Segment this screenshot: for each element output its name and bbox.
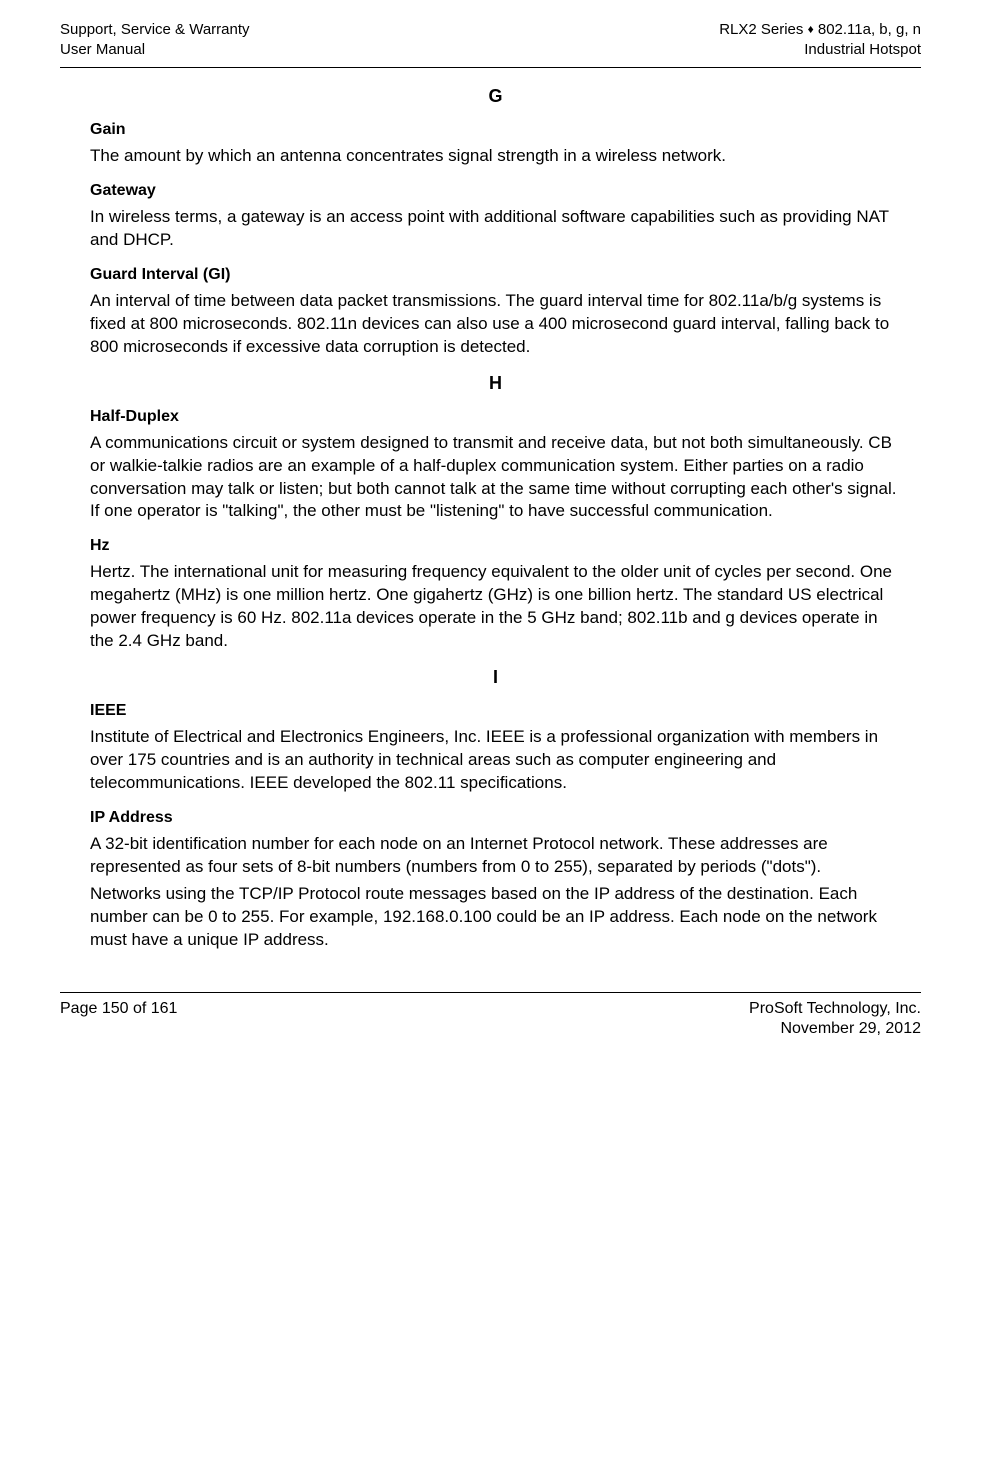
footer-date: November 29, 2012 [749, 1019, 921, 1040]
footer-page-number: Page 150 of 161 [60, 999, 177, 1041]
section-letter-i: I [90, 667, 901, 688]
header-right-line2: Industrial Hotspot [719, 40, 921, 60]
term-ip-address: IP Address [90, 809, 901, 827]
def-guard-interval: An interval of time between data packet … [90, 290, 901, 359]
header-left-line1: Support, Service & Warranty [60, 20, 250, 40]
content-area: G Gain The amount by which an antenna co… [60, 86, 921, 952]
header-standard: 802.11a, b, g, n [814, 21, 921, 38]
term-gateway: Gateway [90, 182, 901, 200]
header-right-line1: RLX2 Series ♦ 802.11a, b, g, n [719, 20, 921, 40]
section-letter-g: G [90, 86, 901, 107]
def-gateway: In wireless terms, a gateway is an acces… [90, 206, 901, 252]
header-product: RLX2 Series [719, 21, 807, 38]
header-right: RLX2 Series ♦ 802.11a, b, g, n Industria… [719, 20, 921, 59]
def-hz: Hertz. The international unit for measur… [90, 561, 901, 653]
term-hz: Hz [90, 537, 901, 555]
def-half-duplex: A communications circuit or system desig… [90, 432, 901, 524]
def-ieee: Institute of Electrical and Electronics … [90, 726, 901, 795]
footer-company: ProSoft Technology, Inc. [749, 999, 921, 1020]
page-header: Support, Service & Warranty User Manual … [60, 20, 921, 68]
term-ieee: IEEE [90, 702, 901, 720]
footer-right: ProSoft Technology, Inc. November 29, 20… [749, 999, 921, 1041]
def-ip-address-1: A 32-bit identification number for each … [90, 833, 901, 879]
term-gain: Gain [90, 121, 901, 139]
section-letter-h: H [90, 373, 901, 394]
header-left-line2: User Manual [60, 40, 250, 60]
header-left: Support, Service & Warranty User Manual [60, 20, 250, 59]
def-gain: The amount by which an antenna concentra… [90, 145, 901, 168]
term-guard-interval: Guard Interval (GI) [90, 266, 901, 284]
def-ip-address-2: Networks using the TCP/IP Protocol route… [90, 883, 901, 952]
page-footer: Page 150 of 161 ProSoft Technology, Inc.… [60, 992, 921, 1041]
term-half-duplex: Half-Duplex [90, 408, 901, 426]
